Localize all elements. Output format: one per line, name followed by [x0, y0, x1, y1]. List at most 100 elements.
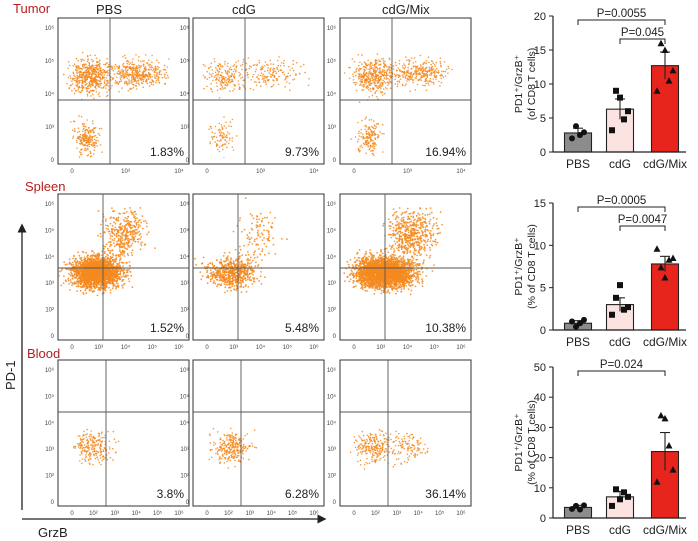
flow-event [370, 82, 373, 85]
flow-event [244, 197, 247, 199]
flow-event [123, 243, 126, 246]
flow-event [80, 278, 82, 280]
flow-event [144, 69, 147, 71]
flow-event [261, 250, 263, 253]
flow-event [423, 73, 426, 75]
flow-event [419, 78, 421, 80]
flow-event [252, 89, 255, 91]
flow-event [103, 74, 106, 76]
flow-event [438, 80, 440, 83]
flow-event [370, 125, 373, 128]
flow-event [371, 149, 374, 152]
flow-event [355, 69, 358, 71]
y-tick-label: 10⁶ [180, 25, 190, 32]
flow-event [380, 85, 383, 87]
flow-event [199, 271, 202, 274]
flow-event [107, 65, 110, 68]
flow-row: Tumor PBS cdG cdG/Mix [13, 1, 430, 17]
flow-event [396, 69, 398, 72]
flow-event [125, 276, 127, 278]
flow-event [401, 71, 403, 73]
flow-event [121, 242, 123, 245]
flow-event [137, 72, 139, 74]
flow-event [256, 76, 258, 78]
flow-event [128, 268, 131, 271]
flow-event [113, 259, 115, 262]
flow-event [216, 69, 219, 72]
flow-event [80, 149, 82, 151]
flow-event [105, 227, 108, 230]
flow-event [62, 282, 65, 284]
flow-event [84, 289, 87, 292]
flow-event [128, 79, 130, 81]
group-header-cdg: cdG [232, 2, 256, 17]
flow-event [406, 71, 408, 74]
flow-event [229, 66, 232, 68]
flow-event [364, 128, 366, 131]
flow-event [370, 67, 373, 70]
flow-event [83, 261, 86, 264]
flow-event [112, 242, 115, 244]
flow-event [94, 260, 97, 263]
flow-event [439, 57, 442, 59]
flow-event [91, 64, 93, 67]
flow-event [238, 83, 240, 85]
flow-event [125, 81, 127, 84]
flow-event [86, 269, 89, 272]
flow-event [209, 66, 212, 68]
flow-event [76, 66, 79, 69]
flow-event [385, 74, 388, 77]
flow-event [99, 59, 101, 61]
flow-event [388, 57, 391, 59]
flow-event [425, 70, 428, 72]
flow-event [86, 129, 88, 131]
flow-event [242, 58, 245, 61]
flow-event [289, 69, 291, 71]
flow-event [376, 96, 378, 98]
flow-event [371, 64, 374, 66]
flow-event [137, 73, 139, 76]
flow-event [232, 75, 235, 77]
flow-event [82, 277, 85, 280]
flow-event [75, 81, 78, 83]
flow-event [96, 79, 98, 81]
flow-event [370, 157, 372, 158]
flow-event [409, 75, 411, 77]
flow-event [423, 68, 425, 70]
flow-event [118, 67, 120, 69]
flow-event [121, 235, 123, 237]
flow-event [92, 274, 94, 277]
flow-event [137, 75, 140, 77]
flow-event [375, 123, 378, 125]
flow-event [67, 76, 70, 79]
flow-event [108, 88, 110, 91]
flow-event [261, 75, 264, 77]
flow-event [119, 235, 122, 238]
flow-event [131, 63, 133, 66]
flow-event [148, 71, 150, 74]
flow-event [92, 143, 94, 146]
flow-event [103, 77, 105, 79]
flow-event [362, 89, 365, 91]
flow-event [146, 82, 149, 85]
flow-event [91, 60, 94, 63]
flow-event [293, 78, 296, 80]
flow-event [375, 62, 377, 65]
flow-event [126, 69, 129, 72]
flow-event [128, 246, 131, 248]
flow-event [404, 66, 407, 69]
flow-event [108, 286, 110, 289]
flow-event [226, 65, 229, 67]
flow-panel-frame [339, 17, 472, 165]
flow-event [222, 75, 224, 78]
flow-event [90, 138, 92, 141]
flow-event [421, 71, 424, 73]
flow-event [388, 68, 391, 70]
flow-event [150, 68, 152, 71]
flow-event [211, 69, 214, 71]
flow-event [114, 226, 117, 229]
flow-event [109, 281, 112, 284]
flow-event [113, 239, 115, 242]
flow-grid: Tumor PBS cdG cdG/Mix Spleen Blood 1.83%… [3, 1, 472, 540]
flow-event [98, 64, 100, 67]
